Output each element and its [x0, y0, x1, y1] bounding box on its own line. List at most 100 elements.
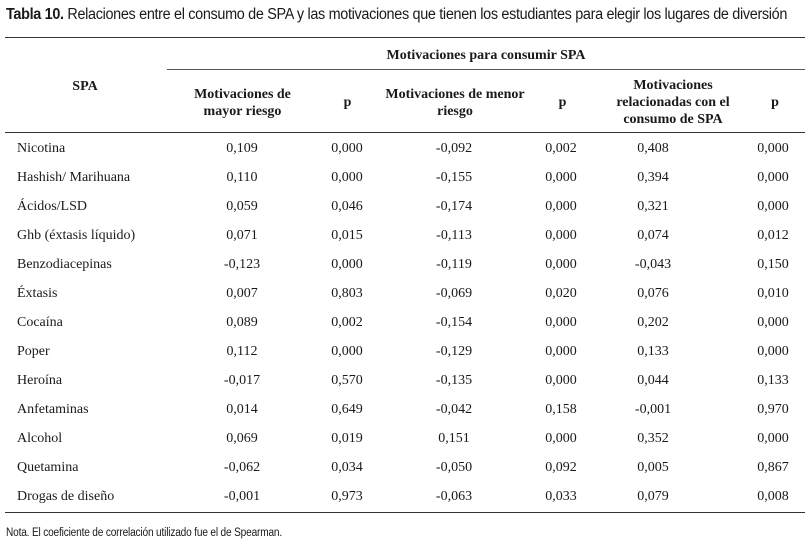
row-label: Benzodiacepinas: [17, 257, 112, 272]
table-cell: 0,089: [226, 315, 258, 330]
column-header-relacionadas: Motivaciones relacionadas con el consumo…: [616, 78, 730, 127]
row-label: Hashish/ Marihuana: [17, 170, 131, 185]
table-cell: -0,001: [223, 489, 261, 504]
column-header-menor-riesgo: Motivaciones de menor riesgo: [385, 87, 525, 119]
table-cell: 0,092: [545, 460, 577, 475]
table-cell: 0,015: [331, 228, 363, 243]
table-cell: 0,110: [226, 170, 258, 185]
table-cell: -0,135: [435, 373, 473, 388]
table-cell: 0,005: [637, 460, 669, 475]
table-cell: 0,109: [226, 141, 258, 156]
table-cell: 0,112: [226, 344, 258, 359]
table-cell: 0,019: [331, 431, 363, 446]
column-header-p-2: p: [558, 95, 567, 110]
table-cell: 0,970: [757, 402, 789, 417]
table-cell: -0,092: [435, 141, 473, 156]
table-cell: 0,000: [757, 170, 789, 185]
row-label: Drogas de diseño: [17, 489, 115, 504]
table-cell: 0,002: [331, 315, 363, 330]
table-cell: 0,000: [757, 431, 789, 446]
row-label: Ghb (éxtasis líquido): [17, 228, 136, 243]
table-title: Tabla 10. Relaciones entre el consumo de…: [6, 6, 787, 24]
table-cell: 0,133: [637, 344, 669, 359]
row-label: Anfetaminas: [17, 402, 89, 417]
table-cell: 0,000: [331, 170, 363, 185]
table-cell: 0,008: [757, 489, 789, 504]
row-label: Heroína: [17, 373, 63, 388]
column-header-p-1: p: [343, 95, 352, 110]
bottom-rule: [5, 512, 805, 513]
table-cell: 0,076: [637, 286, 669, 301]
table-cell: 0,158: [545, 402, 577, 417]
table-cell: -0,050: [435, 460, 473, 475]
table-cell: 0,000: [331, 344, 363, 359]
table-cell: 0,000: [331, 141, 363, 156]
table-cell: 0,044: [637, 373, 669, 388]
table-cell: 0,570: [331, 373, 363, 388]
table-cell: -0,069: [435, 286, 473, 301]
table-cell: -0,119: [436, 257, 472, 272]
table-cell: 0,352: [637, 431, 669, 446]
table-cell: -0,113: [436, 228, 472, 243]
table-note: Nota. El coeficiente de correlación util…: [6, 527, 283, 539]
table-cell: 0,000: [545, 170, 577, 185]
header-rule: [5, 132, 805, 133]
table-cell: -0,042: [435, 402, 473, 417]
table-cell: 0,649: [331, 402, 363, 417]
table-cell: 0,000: [331, 257, 363, 272]
row-label: Alcohol: [17, 431, 63, 446]
table-cell: -0,155: [435, 170, 473, 185]
table-cell: 0,033: [545, 489, 577, 504]
table-cell: 0,973: [331, 489, 363, 504]
table-cell: 0,867: [757, 460, 789, 475]
table-cell: 0,000: [545, 431, 577, 446]
table-cell: 0,010: [757, 286, 789, 301]
table-cell: 0,803: [331, 286, 363, 301]
row-label: Nicotina: [17, 141, 66, 156]
row-label: Ácidos/LSD: [17, 199, 87, 214]
row-label: Éxtasis: [17, 286, 58, 301]
table-cell: 0,394: [637, 170, 669, 185]
table-cell: 0,202: [637, 315, 669, 330]
table-cell: -0,123: [223, 257, 261, 272]
table-cell: -0,174: [435, 199, 473, 214]
table-cell: -0,063: [435, 489, 473, 504]
table-cell: 0,321: [637, 199, 669, 214]
table-cell: 0,000: [545, 373, 577, 388]
table-title-lead: Tabla 10.: [6, 6, 64, 23]
table-cell: -0,129: [435, 344, 473, 359]
table-cell: 0,020: [545, 286, 577, 301]
table-cell: -0,043: [634, 257, 672, 272]
table-cell: -0,017: [223, 373, 261, 388]
row-label: Quetamina: [17, 460, 79, 475]
table-cell: 0,000: [757, 141, 789, 156]
table-cell: -0,062: [223, 460, 261, 475]
table-cell: 0,046: [331, 199, 363, 214]
table-cell: -0,001: [634, 402, 672, 417]
row-header: SPA: [72, 79, 98, 94]
table-cell: 0,014: [226, 402, 258, 417]
table-cell: 0,079: [637, 489, 669, 504]
table-cell: 0,133: [757, 373, 789, 388]
table-cell: -0,154: [435, 315, 473, 330]
table-cell: 0,150: [757, 257, 789, 272]
group-header: Motivaciones para consumir SPA: [386, 48, 586, 63]
row-label: Poper: [17, 344, 50, 359]
table-cell: 0,000: [757, 315, 789, 330]
table-title-text: Relaciones entre el consumo de SPA y las…: [63, 6, 788, 23]
table-cell: 0,000: [545, 199, 577, 214]
column-header-mayor-riesgo: Motivaciones de mayor riesgo: [194, 87, 291, 119]
table-cell: 0,000: [757, 199, 789, 214]
table-cell: 0,000: [757, 344, 789, 359]
table-cell: 0,007: [226, 286, 258, 301]
table-cell: 0,069: [226, 431, 258, 446]
table-cell: 0,000: [545, 344, 577, 359]
table-cell: 0,151: [438, 431, 470, 446]
table-cell: 0,074: [637, 228, 669, 243]
table-cell: 0,002: [545, 141, 577, 156]
table-cell: 0,071: [226, 228, 258, 243]
column-header-p-3: p: [771, 95, 779, 110]
table-cell: 0,034: [331, 460, 363, 475]
row-label: Cocaína: [17, 315, 63, 330]
table-cell: 0,000: [545, 315, 577, 330]
